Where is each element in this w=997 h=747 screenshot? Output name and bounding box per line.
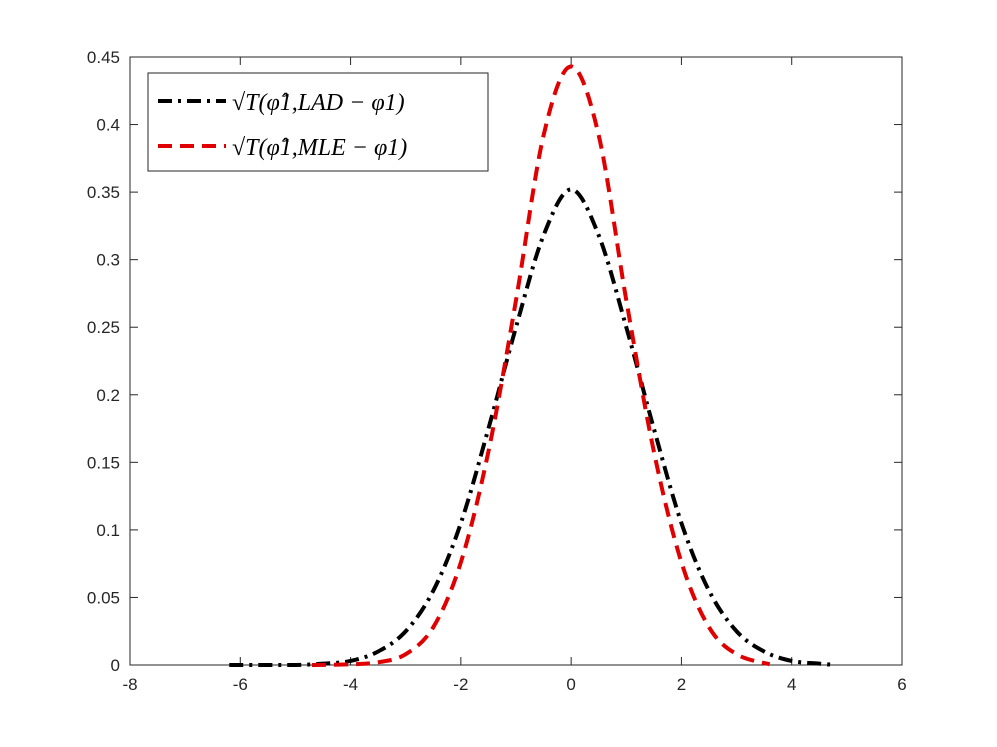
x-tick-label: -6 [233, 675, 248, 694]
x-tick-label: -2 [453, 675, 468, 694]
series-layer [229, 64, 836, 667]
x-tick-label: -4 [343, 675, 358, 694]
y-tick-label: 0.4 [96, 116, 120, 135]
y-tick-label: 0.15 [87, 453, 120, 472]
y-tick-label: 0.1 [96, 521, 120, 540]
y-tick-label: 0.25 [87, 318, 120, 337]
series-lad-line [229, 187, 836, 667]
y-tick-label: 0.3 [96, 251, 120, 270]
x-tick-label: 0 [566, 675, 575, 694]
legend-label-mle: √T(φ̂1,MLE − φ1) [232, 135, 407, 161]
legend: √T(φ̂1,LAD − φ1) √T(φ̂1,MLE − φ1) [147, 72, 489, 172]
y-tick-label: 0.45 [87, 48, 120, 67]
y-tick-label: 0 [111, 656, 120, 675]
x-tick-label: 6 [897, 675, 906, 694]
legend-label-lad: √T(φ̂1,LAD − φ1) [232, 90, 405, 116]
y-tick-label: 0.35 [87, 183, 120, 202]
x-tick-label: 4 [787, 675, 796, 694]
x-tick-label: 2 [677, 675, 686, 694]
x-tick-label: -8 [122, 675, 137, 694]
y-tick-label: 0.2 [96, 386, 120, 405]
legend-box [147, 72, 489, 172]
series-mle-line [311, 64, 771, 667]
y-axis: 0 0.05 0.1 0.15 0.2 0.25 0.3 0.35 0.4 0.45 [87, 48, 902, 675]
y-tick-label: 0.05 [87, 588, 120, 607]
x-axis: -8 -6 -4 -2 0 2 4 6 [122, 57, 907, 694]
